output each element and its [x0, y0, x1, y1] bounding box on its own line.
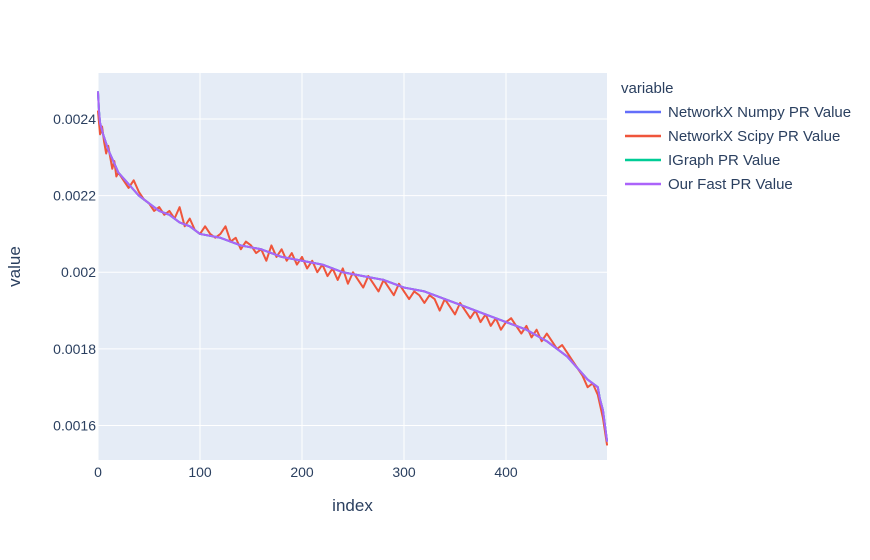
plot-background	[98, 73, 607, 460]
x-tick-label: 200	[290, 464, 314, 480]
y-tick-label: 0.0016	[53, 418, 96, 434]
x-tick-label: 400	[494, 464, 518, 480]
x-axis-title: index	[332, 496, 373, 515]
legend-items[interactable]: NetworkX Numpy PR Value NetworkX Scipy PR…	[625, 104, 851, 193]
series-line-4[interactable]	[97, 91, 608, 442]
y-tick-label: 0.0024	[53, 111, 96, 127]
legend-label: NetworkX Numpy PR Value	[668, 104, 851, 121]
x-axis-ticks: 0 100 200 300 400	[94, 464, 518, 480]
x-tick-label: 0	[94, 464, 102, 480]
legend-item[interactable]: IGraph PR Value	[625, 152, 780, 169]
legend-item[interactable]: NetworkX Scipy PR Value	[625, 128, 840, 145]
y-tick-label: 0.0018	[53, 341, 96, 357]
series-line-2[interactable]	[97, 110, 608, 446]
legend-label: IGraph PR Value	[668, 152, 780, 169]
y-axis-ticks: 0.0016 0.0018 0.002 0.0022 0.0024	[53, 111, 96, 434]
legend-label: NetworkX Scipy PR Value	[668, 128, 840, 145]
y-axis-title: value	[5, 246, 24, 287]
x-tick-label: 300	[392, 464, 416, 480]
legend-item[interactable]: NetworkX Numpy PR Value	[625, 104, 851, 121]
grid-lines	[97, 73, 607, 460]
legend-label: Our Fast PR Value	[668, 176, 793, 193]
y-tick-label: 0.002	[61, 264, 96, 280]
y-tick-label: 0.0022	[53, 188, 96, 204]
series-lines	[97, 91, 608, 446]
x-tick-label: 100	[188, 464, 212, 480]
legend[interactable]: variable NetworkX Numpy PR ValueNetworkX…	[621, 80, 851, 193]
legend-title: variable	[621, 80, 674, 97]
legend-item[interactable]: Our Fast PR Value	[625, 176, 793, 193]
